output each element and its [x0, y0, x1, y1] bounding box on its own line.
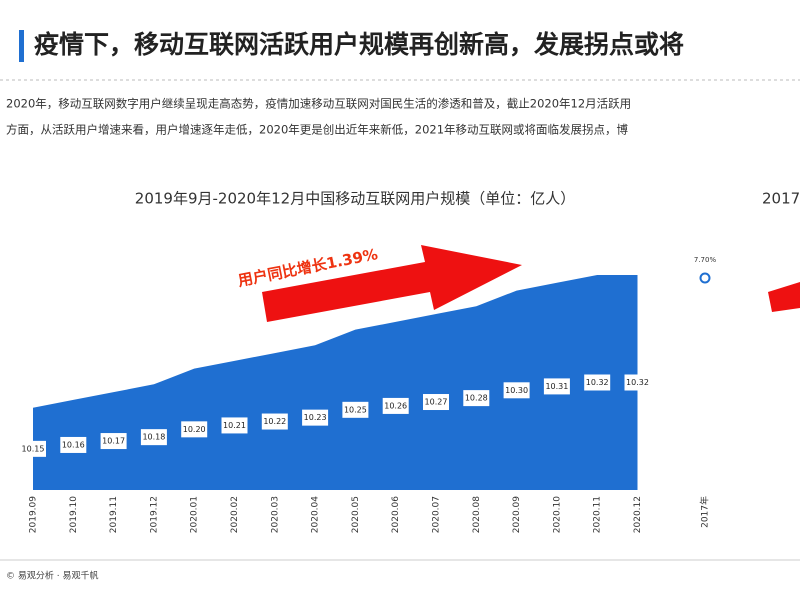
title-bar — [19, 30, 24, 62]
data-label: 10.20 — [183, 425, 206, 434]
label-box — [584, 374, 611, 391]
x-tick-label: 2019.09 — [29, 496, 39, 533]
label-box — [463, 390, 490, 407]
label-box — [543, 378, 570, 395]
growth-arrow — [768, 282, 800, 312]
data-label: 10.31 — [545, 382, 568, 391]
x-tick-label: 2020.11 — [593, 496, 603, 533]
data-label: 10.21 — [223, 421, 246, 430]
label-box — [342, 401, 369, 418]
data-label: 10.25 — [344, 405, 367, 414]
label-box — [221, 417, 248, 434]
point — [699, 272, 711, 284]
x-tick-label: 2020.01 — [190, 496, 200, 533]
data-label: 10.17 — [102, 437, 125, 446]
x-tick-label: 2020.09 — [512, 496, 522, 533]
label-box — [140, 429, 167, 446]
data-label: 10.32 — [626, 378, 649, 387]
label-box — [60, 436, 87, 453]
data-label: 10.28 — [465, 394, 488, 403]
paragraph-line: 2020年，移动互联网数字用户继续呈现走高态势，疫情加速移动互联网对国民生活的渗… — [6, 97, 631, 111]
x-tick-label: 2017年 — [699, 496, 711, 528]
x-tick-label: 2019.10 — [69, 496, 79, 533]
x-tick-label: 2020.03 — [270, 496, 280, 533]
growth-arrow — [262, 245, 522, 322]
x-tick-label: 2020.08 — [472, 496, 482, 533]
x-tick-label: 2019.12 — [149, 496, 159, 533]
x-tick-label: 2020.04 — [311, 496, 321, 533]
data-label: 10.18 — [142, 433, 165, 442]
label-box — [382, 397, 409, 414]
x-tick-label: 2020.10 — [552, 496, 562, 533]
data-label: 7.70% — [694, 256, 717, 264]
data-label: 10.16 — [62, 440, 85, 449]
data-label: 10.27 — [425, 398, 448, 407]
data-label: 10.15 — [22, 444, 45, 453]
footer: © 易观分析 · 易观千帆 — [6, 570, 98, 582]
label-box — [100, 433, 127, 450]
label-box — [181, 421, 208, 438]
label-box — [20, 440, 46, 457]
data-label: 10.22 — [263, 417, 286, 426]
chart-title: 2017 — [762, 190, 800, 208]
x-tick-label: 2020.05 — [351, 496, 361, 533]
paragraph-line: 方面，从活跃用户增速来看，用户增速逐年走低，2020年更是创出近年来新低，202… — [6, 123, 629, 137]
data-label: 10.32 — [586, 378, 609, 387]
x-tick-label: 2020.02 — [230, 496, 240, 533]
data-label: 10.30 — [505, 386, 528, 395]
label-box — [423, 394, 449, 411]
x-tick-label: 2020.06 — [391, 496, 401, 533]
label-box — [624, 374, 651, 391]
chart-title: 2019年9月-2020年12月中国移动互联网用户规模（单位：亿人） — [135, 190, 575, 208]
label-box — [503, 382, 530, 399]
data-label: 10.23 — [304, 413, 327, 422]
x-tick-label: 2019.11 — [109, 496, 119, 533]
label-box — [261, 413, 288, 430]
x-tick-label: 2020.12 — [633, 496, 643, 533]
data-label: 10.26 — [384, 401, 407, 410]
x-tick-label: 2020.07 — [432, 496, 442, 533]
label-box — [302, 409, 329, 426]
slide-title: 疫情下，移动互联网活跃用户规模再创新高，发展拐点或将 — [34, 30, 684, 59]
